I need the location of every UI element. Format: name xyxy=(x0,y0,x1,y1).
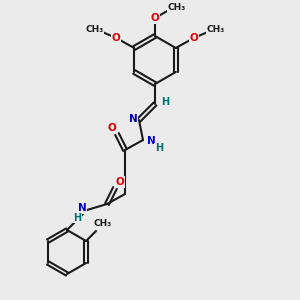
Text: N: N xyxy=(129,114,137,124)
Text: N: N xyxy=(78,203,86,213)
Text: H: H xyxy=(161,97,169,107)
Text: N: N xyxy=(147,136,155,146)
Text: O: O xyxy=(116,177,124,187)
Text: O: O xyxy=(112,33,121,43)
Text: O: O xyxy=(108,123,116,133)
Text: CH₃: CH₃ xyxy=(85,25,103,34)
Text: CH₃: CH₃ xyxy=(168,2,186,11)
Text: CH₃: CH₃ xyxy=(94,220,112,229)
Text: O: O xyxy=(151,13,159,23)
Text: O: O xyxy=(189,33,198,43)
Text: H: H xyxy=(155,143,163,153)
Text: CH₃: CH₃ xyxy=(207,25,225,34)
Text: H: H xyxy=(73,213,81,223)
